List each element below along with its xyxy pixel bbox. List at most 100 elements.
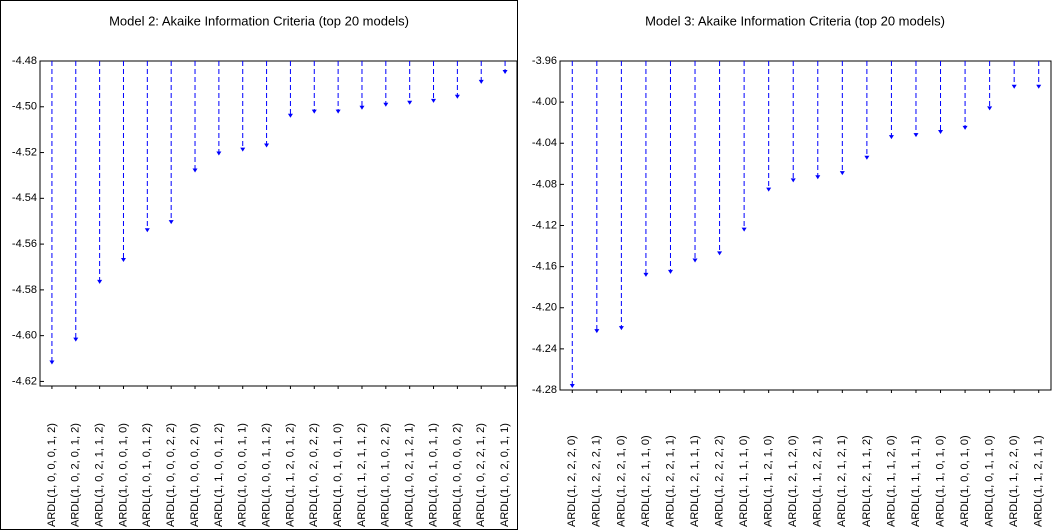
y-tick-label: -4.58: [12, 284, 37, 296]
x-tick-label: ARDL(1, 1, 1, 2, 0): [885, 435, 897, 527]
x-tick-label: ARDL(1, 2, 2, 1, 1): [664, 435, 676, 527]
stem-arrow: [888, 135, 894, 140]
stem-arrow: [692, 258, 698, 263]
y-tick-label: -4.48: [12, 55, 37, 67]
x-tick-label: ARDL(1, 0, 2, 1, 1, 2): [94, 423, 106, 527]
x-tick-label: ARDL(1, 2, 2, 2, 1): [591, 435, 603, 527]
x-tick-label: ARDL(1, 0, 2, 1, 2, 1): [404, 423, 416, 527]
y-tick-label: -4.28: [532, 384, 557, 396]
stem-arrow: [790, 178, 796, 183]
x-tick-label: ARDL(1, 2, 1, 1, 1): [689, 435, 701, 527]
stem-arrow: [240, 147, 246, 152]
chart-title: Model 2: Akaike Information Criteria (to…: [109, 13, 409, 28]
stem-arrow: [741, 227, 747, 232]
stem-arrow: [478, 79, 484, 84]
stem-arrow: [359, 105, 365, 110]
stem-arrow: [311, 109, 317, 114]
stem-arrow: [643, 272, 649, 277]
y-tick-label: -4.24: [532, 343, 557, 355]
x-tick-label: ARDL(1, 1, 2, 2, 0): [1008, 435, 1020, 527]
x-tick-label: ARDL(1, 0, 0, 0, 2, 2): [165, 423, 177, 527]
x-tick-label: ARDL(1, 0, 2, 0, 1, 2): [70, 423, 82, 527]
stem-arrow: [144, 228, 150, 233]
y-tick-label: -4.54: [12, 192, 37, 204]
y-tick-label: -3.96: [532, 55, 557, 67]
stem-arrow: [120, 257, 126, 262]
stem-arrow: [864, 155, 870, 160]
x-tick-label: ARDL(1, 2, 1, 2, 0): [787, 435, 799, 527]
x-tick-label: ARDL(1, 2, 2, 1, 0): [615, 435, 627, 527]
y-tick-label: -4.16: [532, 261, 557, 273]
x-tick-label: ARDL(1, 0, 2, 0, 2, 2): [308, 423, 320, 527]
x-tick-label: ARDL(1, 0, 0, 1, 0): [959, 435, 971, 527]
stem-arrow: [766, 187, 772, 192]
stem-arrow: [287, 113, 293, 118]
stem-arrow: [335, 109, 341, 114]
plot-frame: [39, 60, 518, 387]
x-tick-label: ARDL(1, 1, 0, 0, 1, 2): [213, 423, 225, 527]
stem-arrow: [49, 360, 55, 365]
stem-arrow: [216, 151, 222, 156]
x-tick-label: ARDL(1, 1, 1, 1, 0): [738, 435, 750, 527]
stem-arrow: [569, 383, 575, 388]
x-tick-label: ARDL(1, 1, 1, 1, 1): [910, 435, 922, 527]
x-tick-label: ARDL(1, 2, 2, 2, 0): [566, 435, 578, 527]
x-tick-label: ARDL(1, 1, 2, 1, 0): [763, 435, 775, 527]
x-tick-label: ARDL(1, 0, 2, 0, 1, 1): [499, 423, 511, 527]
x-tick-label: ARDL(1, 0, 2, 2, 1, 2): [475, 423, 487, 527]
y-tick-label: -4.56: [12, 238, 37, 250]
stem-arrow: [987, 106, 993, 111]
x-tick-label: ARDL(1, 2, 2, 2, 2): [713, 435, 725, 527]
x-tick-label: ARDL(1, 0, 0, 0, 1, 0): [117, 423, 129, 527]
x-tick-label: ARDL(1, 0, 0, 0, 2, 0): [189, 423, 201, 527]
stem-arrow: [839, 171, 845, 176]
x-tick-label: ARDL(1, 1, 2, 2, 1): [812, 435, 824, 527]
stem-arrow: [431, 98, 437, 103]
x-tick-label: ARDL(1, 0, 0, 0, 1, 2): [46, 423, 58, 527]
stem-arrow: [192, 168, 198, 173]
x-tick-label: ARDL(1, 0, 0, 0, 1, 1): [237, 423, 249, 527]
x-tick-label: ARDL(1, 1, 2, 0, 1, 2): [284, 423, 296, 527]
y-tick-label: -4.20: [532, 302, 557, 314]
x-tick-label: ARDL(1, 0, 1, 0, 2, 2): [380, 423, 392, 527]
chart-title: Model 3: Akaike Information Criteria (to…: [645, 13, 945, 28]
stem-arrow: [407, 100, 413, 105]
x-tick-label: ARDL(1, 1, 2, 1, 1, 2): [356, 423, 368, 527]
stem-arrow: [962, 125, 968, 130]
y-tick-label: -4.60: [12, 330, 37, 342]
stem-arrow: [73, 337, 79, 342]
stem-arrow: [815, 175, 821, 180]
y-tick-label: -4.12: [532, 219, 557, 231]
stem-arrow: [454, 94, 460, 99]
stem-arrow: [717, 251, 723, 256]
stem-arrow: [502, 70, 508, 75]
x-tick-label: ARDL(1, 2, 1, 2, 1): [836, 435, 848, 527]
stem-arrow: [667, 269, 673, 274]
y-tick-label: -4.52: [12, 146, 37, 158]
y-tick-label: -4.08: [532, 178, 557, 190]
y-tick-label: -4.04: [532, 137, 557, 149]
stem-arrow: [97, 279, 103, 284]
y-tick-label: -4.50: [12, 101, 37, 113]
x-tick-label: ARDL(1, 0, 1, 1, 0): [984, 435, 996, 527]
y-tick-label: -4.00: [532, 96, 557, 108]
x-tick-label: ARDL(1, 1, 2, 1, 1): [1033, 435, 1045, 527]
x-tick-label: ARDL(1, 0, 1, 0, 1, 0): [332, 423, 344, 527]
x-tick-label: ARDL(1, 0, 0, 1, 1, 2): [260, 423, 272, 527]
x-tick-label: ARDL(1, 2, 1, 1, 0): [640, 435, 652, 527]
x-tick-label: ARDL(1, 0, 1, 0, 1, 1): [427, 423, 439, 527]
plot-frame: [559, 60, 1052, 391]
stem-arrow: [594, 329, 600, 334]
stem-arrow: [168, 220, 174, 225]
stem-arrow: [1011, 84, 1017, 89]
stem-arrow: [913, 133, 919, 138]
stem-arrow: [618, 326, 624, 331]
stem-arrow: [1036, 84, 1042, 89]
x-tick-label: ARDL(1, 0, 0, 0, 0, 2): [451, 423, 463, 527]
stem-arrow: [383, 102, 389, 107]
x-tick-label: ARDL(1, 0, 1, 0, 1, 2): [141, 423, 153, 527]
stem-arrow: [264, 143, 270, 148]
x-tick-label: ARDL(1, 1, 0, 1, 0): [934, 435, 946, 527]
x-tick-label: ARDL(1, 2, 1, 1, 2): [861, 435, 873, 527]
